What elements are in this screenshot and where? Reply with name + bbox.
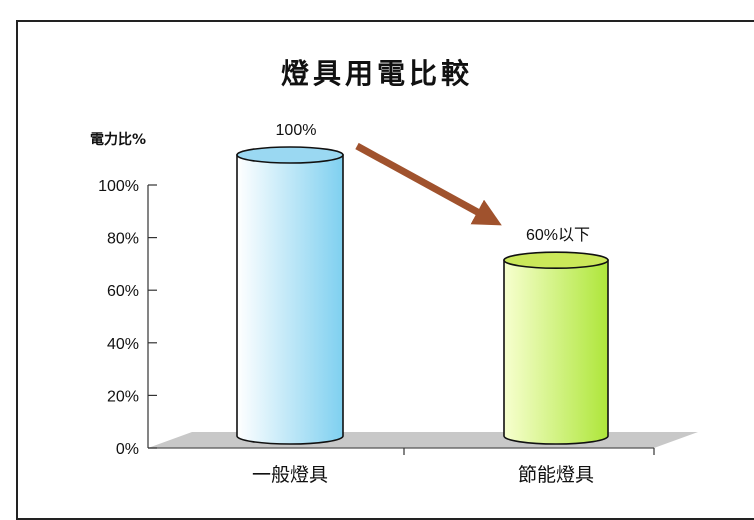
y-tick-label: 100% (98, 178, 139, 195)
bar-1: 100% 一般燈具 (236, 122, 344, 486)
category-label: 一般燈具 (252, 464, 328, 486)
trend-arrow (355, 142, 502, 226)
y-tick-label: 60% (107, 283, 139, 300)
bar-chart: 0% 20% 40% 60% 80% 100% 電力比% 100% 一般燈具 60%以下節能燈… (90, 122, 698, 486)
y-axis-label: 電力比% (90, 131, 146, 148)
x-axis-ticks (403, 448, 655, 455)
category-label: 節能燈具 (518, 464, 594, 486)
bar-top (236, 146, 344, 164)
data-label: 60%以下 (526, 227, 590, 244)
y-axis: 0% 20% 40% 60% 80% 100% (98, 178, 157, 458)
y-tick-label: 20% (107, 388, 139, 405)
y-tick-label: 80% (107, 231, 139, 248)
y-tick-label: 0% (116, 441, 139, 458)
chart-floor (148, 432, 698, 448)
data-label: 100% (276, 122, 317, 139)
chart-title: 燈具用電比較 (280, 57, 473, 90)
bar-body (236, 154, 344, 445)
bar-body (503, 259, 609, 445)
bar-top (503, 251, 609, 270)
y-tick-label: 40% (107, 336, 139, 353)
